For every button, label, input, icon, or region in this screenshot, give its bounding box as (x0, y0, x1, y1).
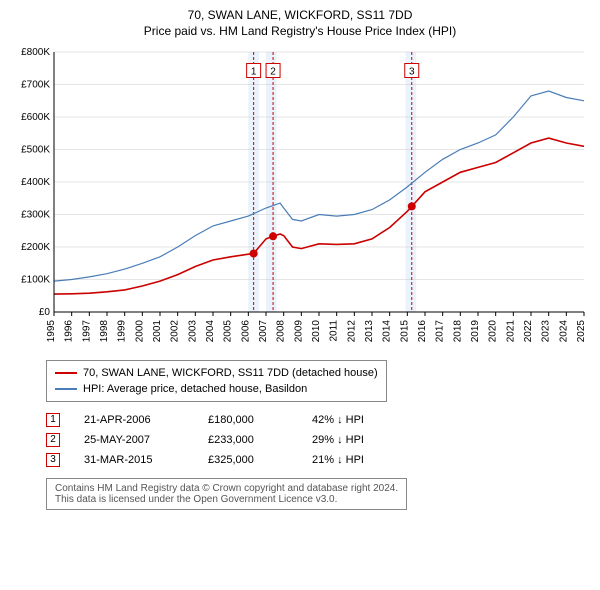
x-tick-label: 2022 (523, 320, 534, 343)
y-tick-label: £0 (39, 307, 51, 318)
sales-table: 1 21-APR-2006 £180,000 42% ↓ HPI 2 25-MAY-200… (46, 410, 592, 470)
x-tick-label: 1998 (99, 320, 110, 343)
y-tick-label: £700K (21, 80, 50, 91)
x-tick-label: 2025 (576, 320, 587, 343)
x-tick-label: 2023 (541, 320, 552, 343)
x-tick-label: 2001 (152, 320, 163, 343)
x-tick-label: 2007 (258, 320, 269, 343)
sale-marker (250, 250, 258, 258)
x-tick-label: 2010 (311, 320, 322, 343)
sale-row: 1 21-APR-2006 £180,000 42% ↓ HPI (46, 410, 592, 430)
y-tick-label: £100K (21, 275, 50, 286)
x-tick-label: 2021 (505, 320, 516, 343)
sale-date: 21-APR-2006 (84, 410, 184, 430)
x-tick-label: 2006 (240, 320, 251, 343)
sale-row: 2 25-MAY-2007 £233,000 29% ↓ HPI (46, 430, 592, 450)
sale-marker (408, 202, 416, 210)
x-tick-label: 2000 (134, 320, 145, 343)
chart-title: 70, SWAN LANE, WICKFORD, SS11 7DD Price … (8, 8, 592, 38)
legend-swatch (55, 372, 77, 374)
x-tick-label: 2004 (205, 320, 216, 343)
event-label-text: 2 (270, 67, 276, 78)
y-tick-label: £200K (21, 242, 50, 253)
legend-label: 70, SWAN LANE, WICKFORD, SS11 7DD (detac… (83, 365, 378, 381)
sale-price: £325,000 (208, 450, 288, 470)
x-tick-label: 2002 (170, 320, 181, 343)
x-tick-label: 2015 (399, 320, 410, 343)
legend: 70, SWAN LANE, WICKFORD, SS11 7DD (detac… (46, 360, 387, 402)
sale-row: 3 31-MAR-2015 £325,000 21% ↓ HPI (46, 450, 592, 470)
x-tick-label: 2024 (558, 320, 569, 343)
y-tick-label: £400K (21, 177, 50, 188)
sale-delta: 29% ↓ HPI (312, 430, 364, 450)
y-tick-label: £800K (21, 47, 50, 58)
x-tick-label: 1999 (117, 320, 128, 343)
x-tick-label: 2005 (223, 320, 234, 343)
x-tick-label: 2019 (470, 320, 481, 343)
sale-delta: 21% ↓ HPI (312, 450, 364, 470)
footer-line2: This data is licensed under the Open Gov… (55, 494, 398, 505)
x-tick-label: 2008 (276, 320, 287, 343)
legend-item: 70, SWAN LANE, WICKFORD, SS11 7DD (detac… (55, 365, 378, 381)
x-tick-label: 2012 (346, 320, 357, 343)
event-label-text: 3 (409, 67, 415, 78)
y-tick-label: £500K (21, 145, 50, 156)
legend-item: HPI: Average price, detached house, Basi… (55, 381, 378, 397)
x-tick-label: 2020 (488, 320, 499, 343)
x-tick-label: 2014 (382, 320, 393, 343)
sale-price: £180,000 (208, 410, 288, 430)
x-tick-label: 2018 (452, 320, 463, 343)
x-tick-label: 2017 (435, 320, 446, 343)
sale-date: 31-MAR-2015 (84, 450, 184, 470)
sale-price: £233,000 (208, 430, 288, 450)
x-tick-label: 1997 (81, 320, 92, 343)
y-tick-label: £600K (21, 112, 50, 123)
event-label-text: 1 (251, 67, 257, 78)
series-price_paid (54, 138, 584, 294)
x-tick-label: 2016 (417, 320, 428, 343)
sale-marker (269, 232, 277, 240)
legend-label: HPI: Average price, detached house, Basi… (83, 381, 307, 397)
sale-marker-box: 1 (46, 413, 60, 427)
chart-area: £0 £100K £200K £300K £400K £500K £600K £700K £80… (8, 44, 592, 354)
x-tick-label: 2009 (293, 320, 304, 343)
x-tick-label: 2013 (364, 320, 375, 343)
title-line1: 70, SWAN LANE, WICKFORD, SS11 7DD (8, 8, 592, 22)
x-tick-label: 2011 (329, 320, 340, 342)
y-tick-label: £300K (21, 210, 50, 221)
price-chart: £0 £100K £200K £300K £400K £500K £600K £700K £80… (8, 44, 592, 354)
attribution-footer: Contains HM Land Registry data © Crown c… (46, 478, 407, 510)
series-hpi (54, 91, 584, 281)
sale-marker-box: 3 (46, 453, 60, 467)
title-line2: Price paid vs. HM Land Registry's House … (8, 24, 592, 38)
x-tick-label: 1995 (46, 320, 57, 343)
footer-line1: Contains HM Land Registry data © Crown c… (55, 483, 398, 494)
sale-delta: 42% ↓ HPI (312, 410, 364, 430)
x-tick-label: 2003 (187, 320, 198, 343)
legend-swatch (55, 388, 77, 390)
sale-date: 25-MAY-2007 (84, 430, 184, 450)
x-tick-label: 1996 (64, 320, 75, 343)
sale-marker-box: 2 (46, 433, 60, 447)
